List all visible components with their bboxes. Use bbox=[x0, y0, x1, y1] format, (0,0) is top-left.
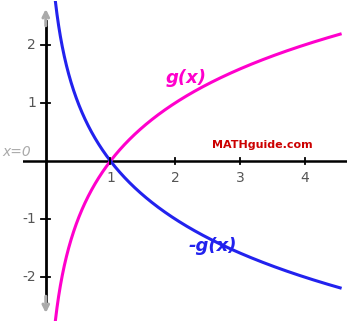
Text: 1: 1 bbox=[27, 96, 36, 110]
Text: 4: 4 bbox=[300, 171, 309, 185]
Text: -2: -2 bbox=[22, 270, 36, 284]
Text: -g(x): -g(x) bbox=[188, 237, 237, 255]
Text: 2: 2 bbox=[171, 171, 180, 185]
Text: g(x): g(x) bbox=[165, 69, 206, 87]
Text: -1: -1 bbox=[22, 212, 36, 226]
Text: 2: 2 bbox=[27, 38, 36, 52]
Text: 3: 3 bbox=[236, 171, 244, 185]
Text: 1: 1 bbox=[106, 171, 115, 185]
Text: MATHguide.com: MATHguide.com bbox=[212, 140, 313, 150]
Text: x=0: x=0 bbox=[3, 145, 32, 159]
